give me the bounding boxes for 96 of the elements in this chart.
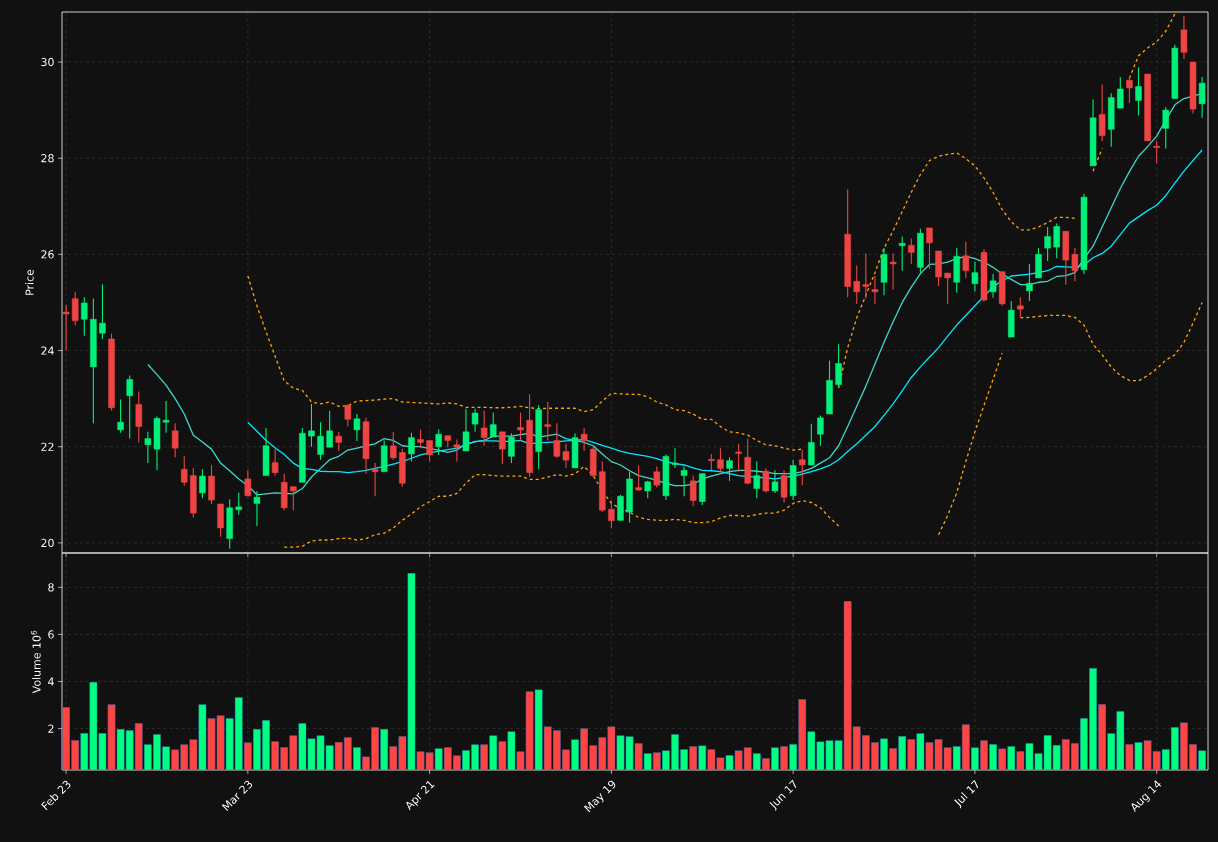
candlestick <box>1044 226 1051 262</box>
candlestick <box>335 431 342 452</box>
candlestick <box>1053 223 1060 259</box>
candlestick <box>271 448 279 477</box>
candlestick <box>798 449 806 486</box>
candlestick <box>971 261 979 293</box>
x-tick-label: Aug 14 <box>1131 780 1162 813</box>
candlestick <box>62 304 70 352</box>
candlestick <box>544 401 552 442</box>
candlestick <box>1126 76 1133 104</box>
candlestick <box>1117 76 1124 109</box>
candlestick <box>462 408 470 452</box>
candlestick <box>1153 140 1160 165</box>
candlestick <box>753 461 761 499</box>
candlestick <box>180 455 188 487</box>
candlestick <box>353 413 361 442</box>
candlestick <box>735 443 742 473</box>
candlestick <box>689 475 697 507</box>
candlestick <box>471 408 479 433</box>
candlestick <box>290 486 297 511</box>
candlestick <box>81 296 88 337</box>
candlestick <box>308 403 315 448</box>
candlestick <box>889 252 897 291</box>
y-tick-label: 28 <box>41 154 54 163</box>
candlestick <box>235 491 243 516</box>
y-axis-title: Price <box>25 269 34 295</box>
candlestick <box>717 447 724 473</box>
candlestick <box>853 264 861 305</box>
y-tick-label: 24 <box>41 346 54 355</box>
candlestick <box>871 275 879 305</box>
candlestick <box>1035 247 1042 279</box>
candlestick <box>962 241 970 279</box>
x-tick-label: Feb 23 <box>41 780 71 811</box>
x-tick-label: Jun 17 <box>769 779 797 811</box>
candlestick <box>762 467 770 493</box>
candlestick <box>126 375 133 440</box>
candlestick <box>344 403 352 428</box>
candlestick <box>390 431 397 461</box>
candlestick <box>862 252 870 300</box>
y-axis-title: Volume 10$^{6}$ <box>30 630 41 694</box>
candlestick <box>408 432 415 463</box>
candlestick <box>726 456 733 482</box>
candlestick <box>489 412 497 438</box>
candlestick <box>1135 66 1142 116</box>
candlestick <box>771 469 779 494</box>
candlestick <box>371 462 379 497</box>
candlestick <box>99 283 106 340</box>
candlestick <box>1026 263 1033 302</box>
candlestick <box>453 438 461 463</box>
candlestick <box>517 412 524 442</box>
candlestick <box>989 273 997 299</box>
candlestick <box>608 500 615 529</box>
candlestick <box>817 414 824 447</box>
candlestick <box>253 490 261 527</box>
candlestick <box>944 272 951 305</box>
candlestick <box>1098 84 1106 142</box>
x-tick-label: Mar 23 <box>221 780 253 811</box>
candlestick <box>926 227 933 270</box>
y-tick-label: 4 <box>48 677 54 686</box>
candlestick <box>317 421 324 461</box>
candlestick <box>426 439 433 463</box>
candlestick <box>199 468 206 499</box>
candlestick <box>499 431 506 465</box>
candlestick <box>1071 247 1079 282</box>
candlestick <box>117 399 124 434</box>
candlestick <box>1180 15 1188 60</box>
candlestick <box>244 469 252 497</box>
candlestick <box>480 410 488 447</box>
candlestick <box>808 423 815 467</box>
candlestick <box>1162 106 1170 150</box>
candlestick <box>1198 76 1206 119</box>
candlestick <box>171 422 179 458</box>
x-tick-label: Apr 21 <box>406 781 435 811</box>
y-tick-label: 22 <box>41 442 54 451</box>
y-tick-label: 20 <box>41 538 54 548</box>
candlestick <box>417 428 424 449</box>
candlestick <box>898 236 906 272</box>
candlestick <box>326 410 333 448</box>
candlestick <box>580 427 588 452</box>
y-tick-label: 6 <box>48 630 54 639</box>
candlestick <box>835 343 842 387</box>
candlestick <box>908 237 915 265</box>
candlestick <box>71 291 79 327</box>
candlestick <box>653 465 661 489</box>
candlestick <box>780 469 788 504</box>
y-tick-label: 26 <box>41 250 54 259</box>
y-tick-label: 2 <box>48 724 54 733</box>
y-tick-label: 8 <box>48 583 54 592</box>
candlestick <box>680 465 688 497</box>
candlestick <box>1017 296 1024 319</box>
candlestick <box>435 428 442 456</box>
y-tick-label: 30 <box>41 57 54 67</box>
candlestick <box>508 432 515 464</box>
x-tick-label: Jul 17 <box>954 779 979 809</box>
candlestick <box>635 464 642 492</box>
candlestick <box>135 390 143 443</box>
